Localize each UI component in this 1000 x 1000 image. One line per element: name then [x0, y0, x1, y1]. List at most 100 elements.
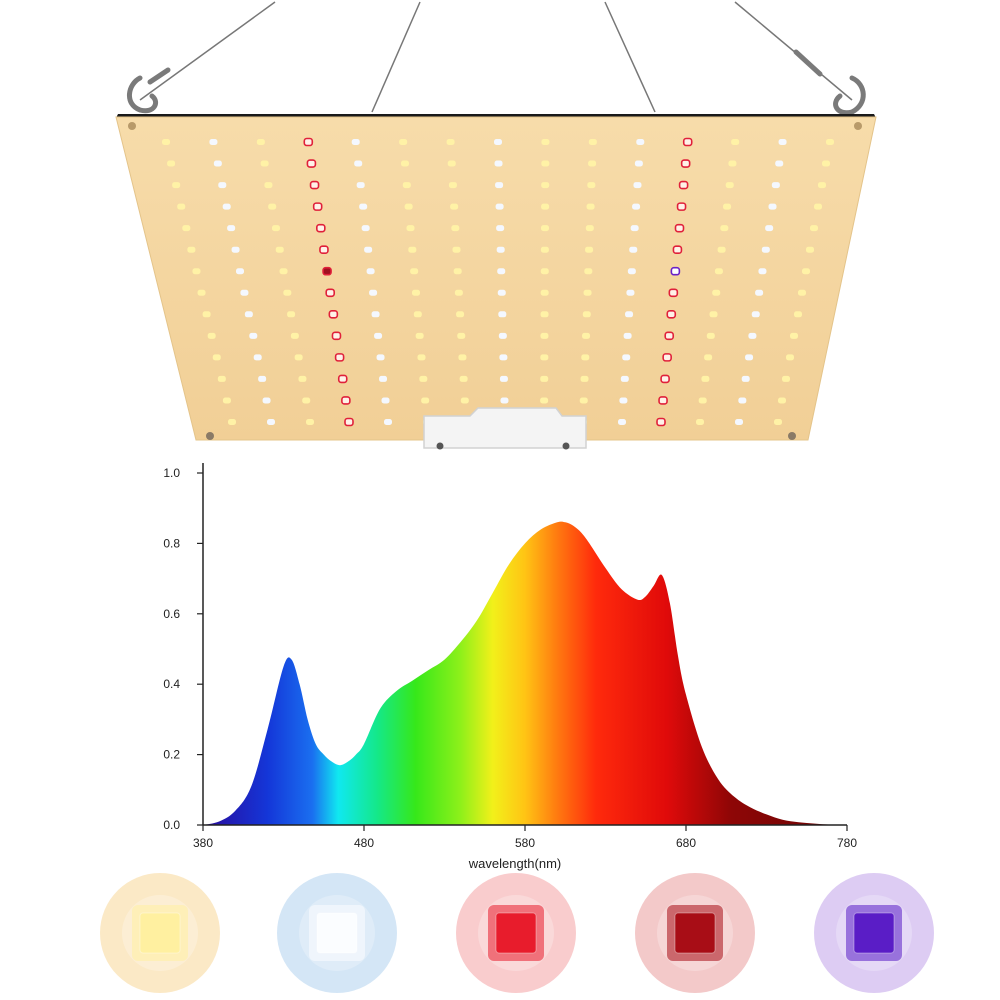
led-white [217, 375, 226, 382]
led-white [496, 246, 505, 253]
led-white [738, 397, 747, 404]
led-white [366, 268, 375, 275]
led-red [662, 353, 672, 362]
led-red [312, 202, 323, 211]
led-white [271, 225, 280, 232]
led-white [448, 182, 457, 189]
led-white [731, 139, 740, 145]
x-tick-label: 480 [354, 836, 374, 850]
led-white [580, 375, 589, 382]
led-red [678, 180, 689, 190]
led-white [782, 375, 790, 382]
led-white [723, 203, 732, 210]
led-white [810, 225, 818, 232]
led-white [268, 203, 277, 210]
led-white [584, 268, 593, 275]
led-white [822, 160, 830, 167]
led-white [264, 182, 273, 189]
led-white [540, 268, 549, 275]
x-tick-label: 680 [676, 836, 696, 850]
led-chip-icon [495, 912, 537, 954]
led-white [222, 397, 231, 404]
led-white [582, 332, 591, 339]
led-white [778, 139, 787, 145]
screw-icon [128, 122, 136, 130]
led-white [704, 354, 713, 361]
led-swatch-uv [814, 873, 934, 993]
led-white [540, 289, 549, 296]
led-swatch-red [456, 873, 576, 993]
led-red [674, 223, 685, 233]
led-red [670, 266, 681, 276]
led-white [633, 182, 642, 189]
led-white [218, 182, 227, 189]
led-white [761, 246, 770, 253]
led-white [458, 354, 467, 361]
led-white [798, 289, 806, 296]
led-white [696, 419, 704, 425]
led-white [192, 268, 201, 275]
driver-box [423, 407, 587, 450]
led-white [172, 182, 181, 189]
led-white [356, 182, 365, 189]
led-white [618, 419, 626, 425]
led-white [794, 311, 802, 318]
led-white [706, 332, 715, 339]
led-white [585, 225, 594, 232]
led-white [302, 397, 311, 404]
led-white [698, 397, 707, 404]
led-white [256, 139, 265, 145]
led-white [541, 160, 550, 167]
led-white [735, 419, 743, 425]
led-white [818, 182, 826, 189]
led-white [540, 354, 549, 361]
led-white [497, 289, 506, 296]
led-white [540, 375, 549, 382]
led-white [629, 246, 638, 253]
led-white [619, 397, 628, 404]
led-white [351, 139, 360, 145]
led-white [421, 397, 430, 404]
led-white [249, 332, 258, 339]
led-white [404, 203, 413, 210]
led-white [381, 397, 390, 404]
led-white [262, 397, 271, 404]
led-white [741, 375, 750, 382]
led-red [341, 396, 351, 405]
led-board [115, 116, 877, 441]
led-white [212, 354, 221, 361]
led-white [162, 139, 170, 145]
led-white [306, 419, 314, 425]
led-red [331, 331, 342, 341]
led-white [459, 375, 468, 382]
led-white [260, 160, 269, 167]
led-white [540, 311, 549, 318]
led-white [626, 289, 635, 296]
led-white [415, 332, 424, 339]
y-tick-label: 0.4 [163, 677, 180, 691]
led-white [499, 354, 508, 361]
led-chip-icon [139, 912, 181, 954]
led-white [411, 289, 420, 296]
led-white [751, 311, 760, 318]
led-white [540, 332, 549, 339]
led-white [236, 268, 244, 275]
led-white [771, 182, 780, 189]
led-white [540, 397, 549, 404]
screw-icon [854, 122, 862, 130]
led-white [290, 332, 299, 339]
led-white [806, 246, 814, 253]
led-white [451, 225, 460, 232]
y-axis-ticks: 0.0 0.2 0.4 0.6 0.8 1.0 [163, 466, 203, 832]
led-red [328, 310, 339, 319]
led-white [582, 311, 591, 318]
led-white [714, 268, 723, 275]
led-white [202, 311, 211, 318]
led-white [399, 139, 408, 145]
hook-icon [127, 67, 171, 114]
led-swatch-cool-white [277, 873, 397, 993]
led-white [244, 311, 253, 318]
led-red [306, 159, 317, 168]
led-white [364, 246, 373, 253]
